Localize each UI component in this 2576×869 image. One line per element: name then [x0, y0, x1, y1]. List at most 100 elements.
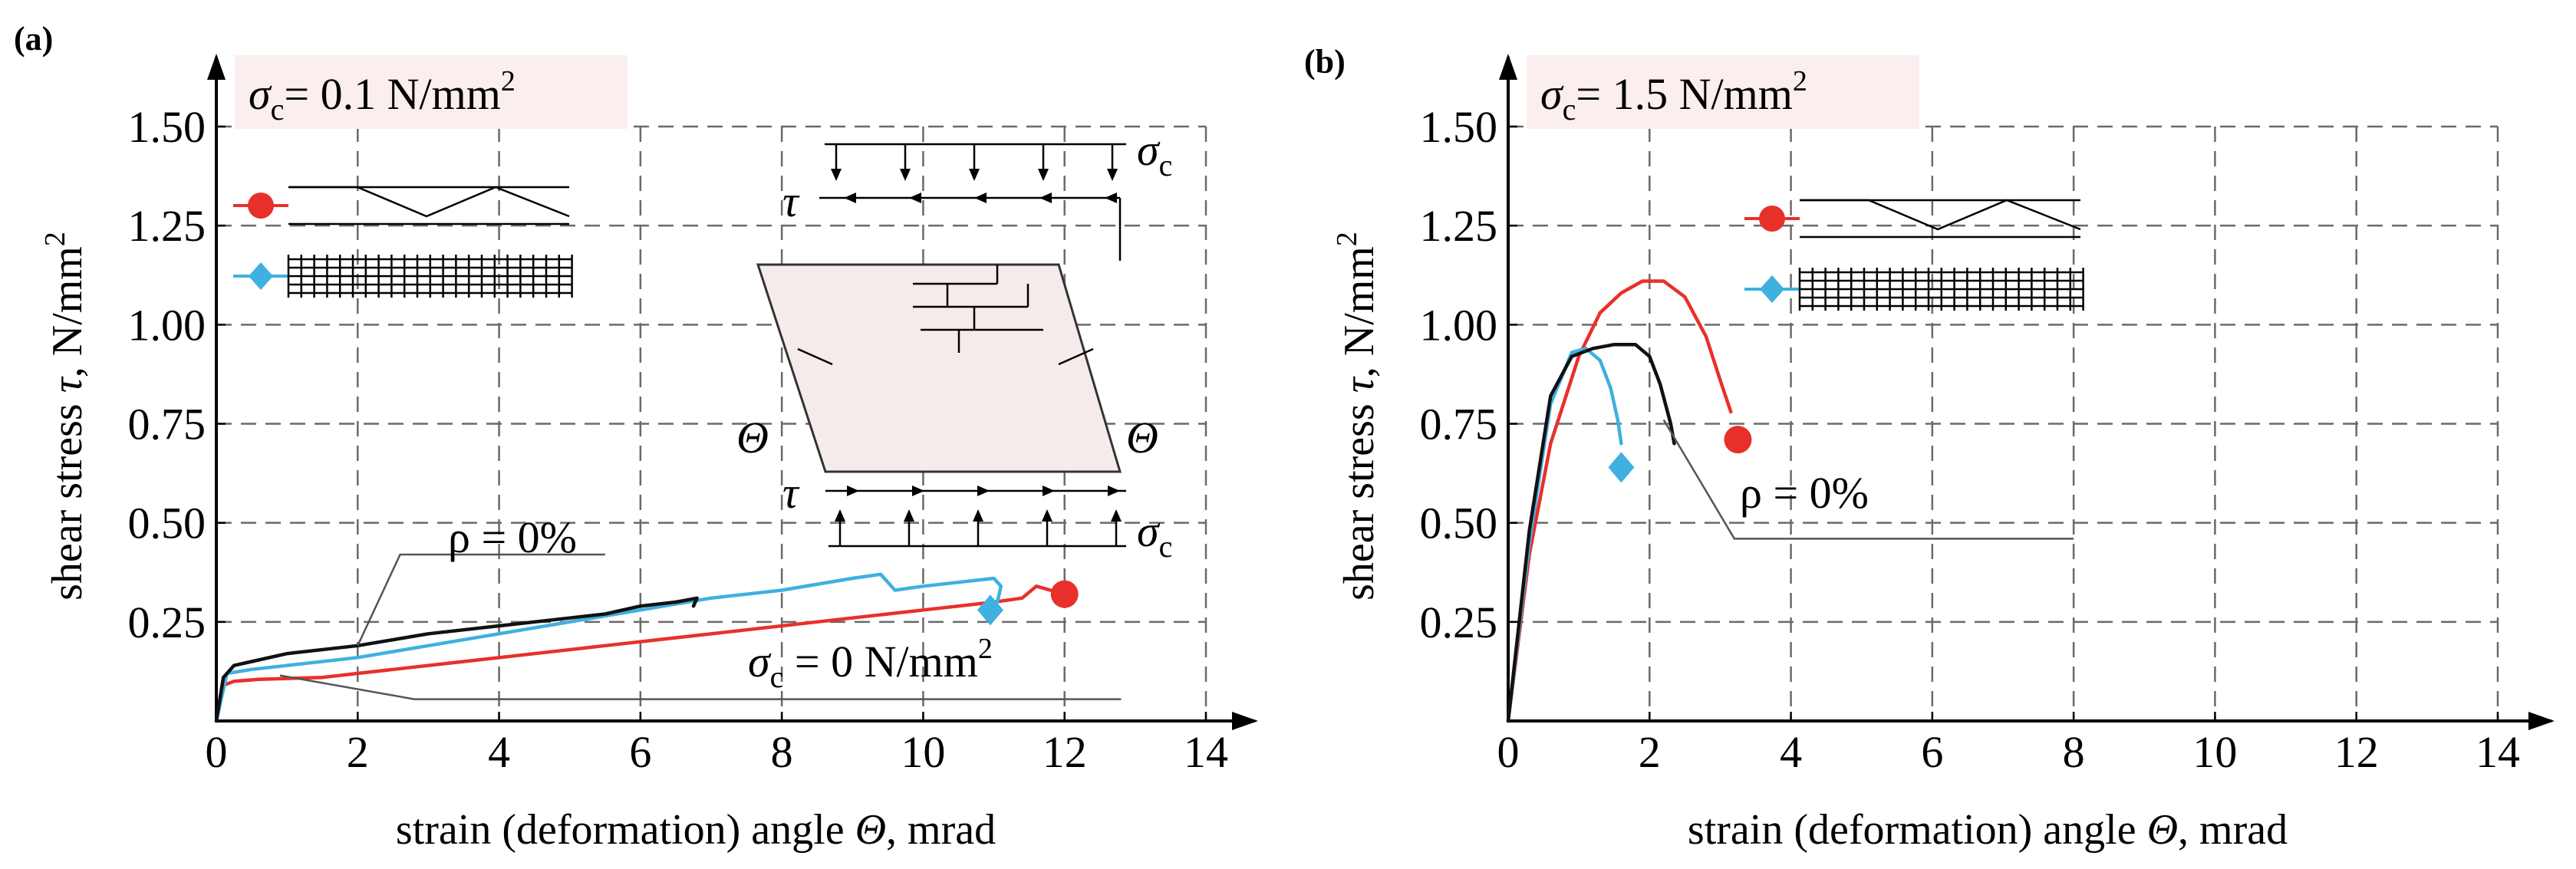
sigma-superscript: 2: [1793, 65, 1807, 97]
series-line-unreinforced: [214, 596, 699, 723]
inset-shear-arrowhead-top: [974, 193, 987, 203]
y-tick-label: 1.50: [1420, 102, 1498, 152]
inset-wall: [756, 263, 1122, 473]
sigma-superscript: 2: [501, 65, 516, 97]
x-tick-label: 6: [1921, 727, 1943, 777]
x-axis-arrow: [1232, 712, 1258, 730]
y-axis-arrow: [207, 54, 226, 80]
legend: [1744, 199, 2084, 311]
sigma-zero-value: = 0 N/mm: [783, 637, 977, 686]
y-axis-arrow: [1499, 54, 1517, 80]
series-line-grid: [214, 572, 1003, 723]
y-tick-label: 0.25: [128, 597, 206, 647]
chart-panel-a: (a) 0 2 4 6 8 10 12 14 1.50 1.25 1.00 0.75 0.50 0.25 st…: [14, 20, 1258, 854]
inset-theta-right: Θ: [1126, 413, 1158, 462]
y-tick-label: 1.00: [128, 300, 206, 350]
sigma-zero-symbol: σ: [748, 637, 772, 686]
y-tick-label: 1.00: [1420, 300, 1498, 350]
sigma-value: = 0.1 N/mm: [284, 69, 500, 119]
panel-label: (b): [1304, 43, 1346, 81]
y-tick-label: 0.75: [1420, 400, 1498, 449]
x-axis-title-unit: , mrad: [2178, 806, 2288, 854]
rho-label: ρ = 0%: [448, 512, 577, 562]
y-axis-title-unit: , N/mm: [44, 246, 91, 377]
x-tick-label: 14: [1184, 727, 1228, 777]
y-axis-title-text: shear stress: [44, 393, 91, 601]
x-tick-label: 0: [206, 727, 228, 777]
sigma-symbol: σ: [1540, 69, 1564, 119]
y-tick-label: 0.50: [1420, 499, 1498, 548]
x-tick-label: 2: [1639, 727, 1661, 777]
sigma-value: = 1.5 N/mm: [1576, 69, 1792, 119]
y-axis-title-superscript: 2: [1331, 232, 1363, 246]
inset-shear-arrowhead-top: [909, 193, 921, 203]
x-axis-arrow: [2528, 712, 2555, 730]
x-tick-label: 12: [2334, 727, 2379, 777]
inset-load-arrowhead: [1042, 509, 1052, 522]
inset-load-arrowhead: [831, 169, 842, 181]
series-line-diagonal: [1506, 279, 1733, 723]
y-tick-label: 0.75: [128, 400, 206, 449]
inset-load-arrowhead: [1111, 509, 1122, 522]
inset-shear-arrowhead-bottom: [1043, 486, 1055, 496]
series-end-marker-diagonal: [1724, 426, 1752, 454]
inset-sigma-top-sub: c: [1159, 148, 1173, 183]
x-tick-label: 0: [1497, 727, 1520, 777]
series-end-marker-grid: [977, 594, 1003, 626]
x-tick-label: 10: [2192, 727, 2237, 777]
y-tick-label: 0.25: [1420, 597, 1498, 647]
inset-tau-top: τ: [782, 176, 800, 226]
inset-shear-arrowhead-bottom: [912, 486, 924, 496]
inset-load-arrowhead: [900, 169, 911, 181]
inset-load-arrowhead: [1038, 169, 1049, 181]
y-axis-title-symbol: τ: [1336, 376, 1383, 393]
y-tick-label: 1.25: [1420, 201, 1498, 251]
x-axis-title-text: strain (deformation) angle: [1688, 806, 2147, 854]
inset-load-arrowhead: [973, 509, 983, 522]
inset-sigma-bottom-sub: c: [1159, 529, 1173, 564]
rho-leader: [357, 553, 605, 647]
x-axis-title-unit: , mrad: [886, 806, 996, 854]
x-axis-title-symbol: Θ: [2147, 806, 2178, 854]
x-axis-title: strain (deformation) angle Θ, mrad: [396, 806, 996, 854]
sigma-symbol: σ: [249, 69, 272, 119]
sigma-subscript: c: [271, 92, 285, 127]
x-tick-label: 14: [2476, 727, 2520, 777]
inset-tau-bottom: τ: [782, 468, 800, 518]
x-axis-title-text: strain (deformation) angle: [396, 806, 855, 854]
legend: [233, 186, 573, 298]
inset-diagram: τ σc Θ Θτ σc: [736, 125, 1172, 564]
y-tick-label: 1.50: [128, 102, 206, 152]
inset-load-arrowhead: [835, 509, 845, 522]
rho-leader: [1662, 419, 2074, 540]
sigma-subscript: c: [1563, 92, 1576, 127]
sigma-box: [1527, 55, 1919, 129]
y-axis-title-superscript: 2: [39, 232, 71, 246]
sigma-box-label: σc= 0.1 N/mm2: [249, 65, 516, 127]
inset-sigma-bottom: σc: [1137, 506, 1172, 564]
series-line-unreinforced: [1506, 342, 1676, 723]
inset-load-arrowhead: [1107, 169, 1118, 181]
x-tick-label: 4: [488, 727, 510, 777]
series-end-marker-grid: [1608, 452, 1635, 483]
inset-shear-arrowhead-top: [1105, 193, 1117, 203]
x-tick-label: 8: [771, 727, 793, 777]
y-axis-title-symbol: τ: [44, 376, 91, 393]
x-tick-label: 12: [1043, 727, 1087, 777]
inset-sigma-top: σc: [1137, 125, 1172, 183]
x-tick-label: 6: [629, 727, 651, 777]
sigma-zero-subscript: c: [770, 660, 784, 694]
x-tick-label: 2: [347, 727, 369, 777]
sigma-zero-leader: [279, 674, 1122, 700]
inset-theta-left: Θ: [736, 413, 769, 462]
series-end-marker-diagonal: [1050, 580, 1079, 608]
inset-shear-arrowhead-top: [844, 193, 856, 203]
inset-shear-arrowhead-bottom: [1108, 486, 1120, 496]
x-axis-title-symbol: Θ: [855, 806, 886, 854]
sigma-zero-label: σc = 0 N/mm2: [748, 633, 993, 694]
y-axis-title: shear stress τ, N/mm2: [39, 232, 91, 601]
x-tick-label: 10: [901, 727, 945, 777]
inset-theta-arrow-left: [797, 347, 833, 366]
sigma-box-label: σc= 1.5 N/mm2: [1540, 65, 1807, 127]
